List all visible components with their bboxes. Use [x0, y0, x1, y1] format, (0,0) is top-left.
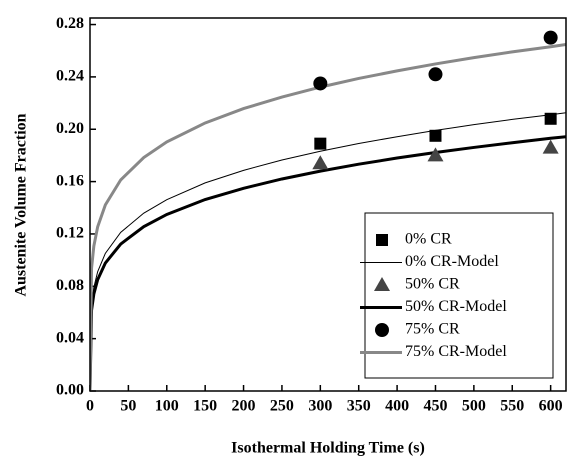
- x-tick-label: 100: [155, 398, 179, 415]
- square-marker: [429, 129, 442, 142]
- legend-label: 75% CR: [405, 321, 460, 338]
- triangle-marker: [312, 155, 329, 170]
- x-tick-label: 500: [462, 398, 486, 415]
- y-tick-label: 0.12: [56, 225, 84, 242]
- circle-marker: [543, 30, 558, 45]
- circle-marker: [313, 76, 328, 91]
- x-tick-label: 0: [86, 398, 94, 415]
- x-tick-label: 350: [347, 398, 371, 415]
- model-line: [90, 42, 566, 391]
- y-tick-label: 0.16: [56, 172, 84, 189]
- legend-box: [364, 212, 554, 379]
- y-tick-label: 0.04: [56, 329, 84, 346]
- legend-label: 75% CR-Model: [405, 343, 507, 360]
- square-marker: [376, 234, 388, 246]
- x-axis-label: Isothermal Holding Time (s): [231, 440, 425, 457]
- legend-label: 0% CR: [405, 231, 452, 248]
- x-tick-label: 200: [232, 398, 256, 415]
- x-tick-label: 400: [385, 398, 409, 415]
- circle-marker: [428, 67, 443, 82]
- x-tick-label: 550: [500, 398, 524, 415]
- legend-label: 50% CR: [405, 276, 460, 293]
- legend-label: 0% CR-Model: [405, 253, 499, 270]
- square-marker: [314, 137, 327, 150]
- x-tick-label: 300: [308, 398, 332, 415]
- x-tick-label: 600: [539, 398, 563, 415]
- x-tick-label: 50: [120, 398, 136, 415]
- triangle-marker: [374, 277, 390, 291]
- circle-marker: [375, 323, 389, 337]
- x-tick-label: 250: [270, 398, 294, 415]
- y-tick-label: 0.28: [56, 15, 84, 32]
- triangle-marker: [427, 147, 444, 162]
- model-line: [90, 135, 566, 391]
- triangle-marker: [542, 139, 559, 154]
- square-marker: [544, 112, 557, 125]
- legend-label: 50% CR-Model: [405, 298, 507, 315]
- plot-frame: [89, 17, 567, 392]
- y-tick-label: 0.00: [56, 382, 84, 399]
- x-tick-label: 150: [193, 398, 217, 415]
- y-axis-label: Austenite Volume Fraction: [13, 113, 30, 296]
- x-tick-label: 450: [423, 398, 447, 415]
- y-tick-label: 0.20: [56, 120, 84, 137]
- y-tick-label: 0.08: [56, 277, 84, 294]
- y-tick-label: 0.24: [56, 68, 84, 85]
- model-line: [90, 112, 566, 391]
